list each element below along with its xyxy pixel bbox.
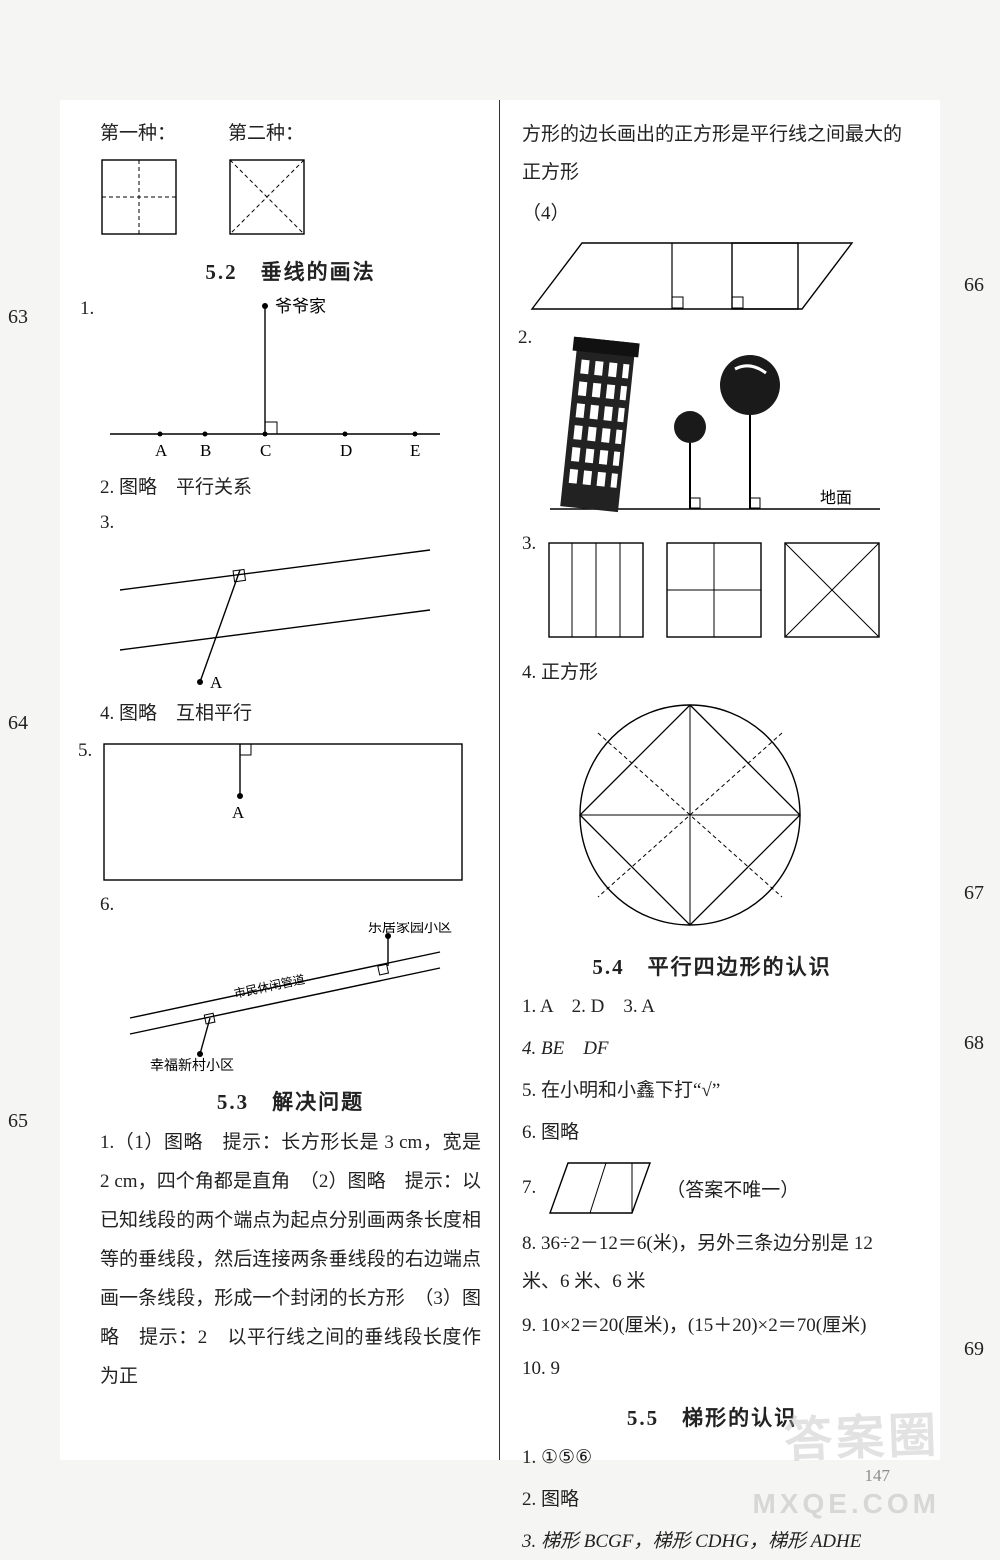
q5-2-1: 1. 爷爷家 A B C D E xyxy=(100,294,481,464)
q5-5-3: 3. 梯形 BCGF，梯形 CDHG，梯形 ADHE xyxy=(522,1524,902,1560)
answer-page: 第一种： 第二种： 5.2 垂线的画法 63 1. xyxy=(60,100,940,1460)
circle-inscribed-square xyxy=(562,697,822,937)
q5-2-3: 3. A xyxy=(100,512,481,690)
svg-text:地面: 地面 xyxy=(820,489,852,507)
svg-text:D: D xyxy=(340,441,352,460)
svg-text:幸福新村小区: 幸福新村小区 xyxy=(150,1058,234,1072)
leaning-tower-figure: 地面 xyxy=(540,327,900,527)
q5-3-1: 1.（1）图略 提示：长方形长是 3 cm，宽是 2 cm，四个角都是直角 （2… xyxy=(100,1124,481,1397)
item-3-squares: 3. xyxy=(522,533,902,649)
svg-text:A: A xyxy=(232,803,245,822)
square-variant-1: 第一种： xyxy=(100,110,178,242)
q5-4-4: 4. BE DF xyxy=(522,1031,902,1067)
q5-4-9: 9. 10×2＝20(厘米)，(15＋20)×2＝70(厘米) xyxy=(522,1307,902,1345)
square1-figure xyxy=(100,158,178,236)
parallelogram-split-figure xyxy=(546,1157,656,1219)
q5-2-4: 4. 图略 互相平行 xyxy=(100,696,481,732)
margin-67: 67 xyxy=(964,882,984,905)
community-road-figure: 市民休闲管道 幸福新村小区 乐居家园小区 xyxy=(100,922,460,1072)
section-5-4-title: 5.4 平行四边形的认识 xyxy=(522,951,902,981)
q5-5-1: 1. ①⑤⑥ xyxy=(522,1440,902,1476)
svg-text:市民休闲管道: 市民休闲管道 xyxy=(233,972,307,1002)
q5-2-6-label: 6. xyxy=(100,894,114,915)
svg-text:乐居家园小区: 乐居家园小区 xyxy=(368,922,452,936)
svg-text:B: B xyxy=(200,441,211,460)
three-squares-figure xyxy=(541,539,901,643)
right-column: 方形的边长画出的正方形是平行线之间最大的正方形 （4） 66 2. 地面 xyxy=(500,100,940,1460)
item-4-circle-square: 4. 正方形 xyxy=(522,655,902,937)
section-5-3-title: 5.3 解决问题 xyxy=(100,1086,481,1116)
q5-4-7-note: （答案不唯一） xyxy=(666,1175,799,1202)
top-squares-row: 第一种： 第二种： xyxy=(100,110,481,242)
q5-4-7-label: 7. xyxy=(522,1177,536,1199)
perpendicular-figure-1: 爷爷家 A B C D E xyxy=(100,294,450,464)
margin-64: 64 xyxy=(8,712,28,735)
svg-text:A: A xyxy=(155,441,168,460)
svg-text:A: A xyxy=(210,673,223,690)
q5-2-5: 5. A xyxy=(100,738,481,888)
rectangle-figure-5: A xyxy=(100,738,468,888)
paren4-label: （4） xyxy=(522,203,570,224)
margin-68: 68 xyxy=(964,1032,984,1055)
label-variant-2: 第二种： xyxy=(228,116,306,152)
svg-text:E: E xyxy=(410,441,420,460)
q5-2-2: 2. 图略 平行关系 xyxy=(100,470,481,506)
q5-2-3-label: 3. xyxy=(100,512,114,533)
margin-69: 69 xyxy=(964,1338,984,1361)
q5-4-6: 6. 图略 xyxy=(522,1115,902,1151)
item2-label: 2. xyxy=(518,327,532,349)
q5-4-10: 10. 9 xyxy=(522,1351,902,1387)
q5-2-1-label: 1. xyxy=(80,298,94,320)
margin-65: 65 xyxy=(8,1110,28,1133)
margin-63: 63 xyxy=(8,306,28,329)
q5-2-6: 6. 市民休闲管道 幸福新村小区 乐居家园小区 xyxy=(100,894,481,1072)
item4-square-label: 4. 正方形 xyxy=(522,655,902,691)
q5-4-1to3: 1. A 2. D 3. A xyxy=(522,989,902,1025)
item3-label: 3. xyxy=(522,533,536,554)
grandpa-home-label: 爷爷家 xyxy=(275,297,326,316)
q5-4-5: 5. 在小明和小鑫下打“√” xyxy=(522,1073,902,1109)
label-variant-1: 第一种： xyxy=(100,116,178,152)
section-5-2-title: 5.2 垂线的画法 xyxy=(100,256,481,286)
page-number: 147 xyxy=(865,1466,891,1486)
right-top-text: 方形的边长画出的正方形是平行线之间最大的正方形 xyxy=(522,116,902,192)
left-column: 第一种： 第二种： 5.2 垂线的画法 63 1. xyxy=(60,100,500,1460)
q5-2-5-label: 5. xyxy=(78,740,92,762)
square2-figure xyxy=(228,158,306,236)
q5-5-2: 2. 图略 xyxy=(522,1482,902,1518)
q5-4-8: 8. 36÷2－12＝6(米)，另外三条边分别是 12 米、6 米、6 米 xyxy=(522,1225,902,1301)
q5-4-7: 7. （答案不唯一） xyxy=(522,1157,902,1219)
svg-text:C: C xyxy=(260,441,271,460)
margin-66: 66 xyxy=(964,274,984,297)
perpendicular-figure-3: A xyxy=(100,540,440,690)
item-2-tower: 2. 地面 xyxy=(522,327,902,527)
parallelogram-with-square xyxy=(522,231,882,321)
square-variant-2: 第二种： xyxy=(228,110,306,242)
section-5-5-title: 5.5 梯形的认识 xyxy=(522,1402,902,1432)
item-paren4: （4） xyxy=(522,198,902,321)
